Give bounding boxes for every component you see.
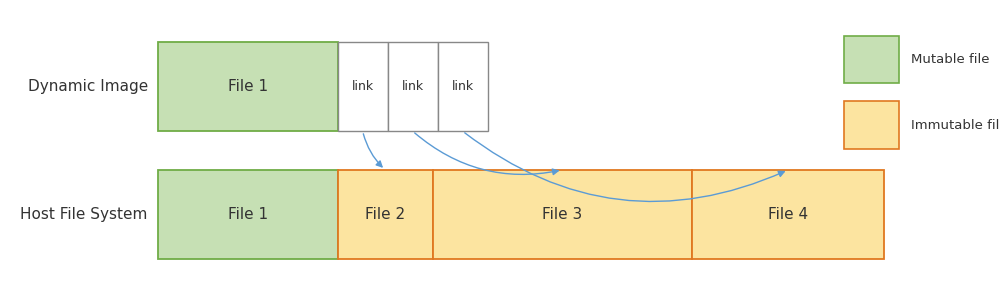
Text: Mutable file: Mutable file — [911, 53, 990, 66]
Text: File 3: File 3 — [542, 207, 582, 222]
Text: File 2: File 2 — [365, 207, 406, 222]
Text: File 1: File 1 — [228, 79, 268, 94]
FancyBboxPatch shape — [338, 42, 388, 131]
Text: Host File System: Host File System — [20, 207, 148, 222]
Text: link: link — [352, 80, 374, 93]
Text: File 4: File 4 — [768, 207, 808, 222]
FancyBboxPatch shape — [158, 42, 338, 131]
FancyBboxPatch shape — [388, 42, 438, 131]
Text: link: link — [402, 80, 424, 93]
FancyBboxPatch shape — [692, 170, 884, 259]
Text: Immutable file: Immutable file — [911, 119, 999, 132]
Text: Dynamic Image: Dynamic Image — [28, 79, 148, 94]
Text: File 1: File 1 — [228, 207, 268, 222]
FancyBboxPatch shape — [338, 170, 433, 259]
FancyBboxPatch shape — [844, 101, 899, 149]
FancyBboxPatch shape — [158, 170, 338, 259]
FancyBboxPatch shape — [433, 170, 692, 259]
Text: link: link — [452, 80, 474, 93]
FancyBboxPatch shape — [438, 42, 488, 131]
FancyBboxPatch shape — [844, 36, 899, 83]
